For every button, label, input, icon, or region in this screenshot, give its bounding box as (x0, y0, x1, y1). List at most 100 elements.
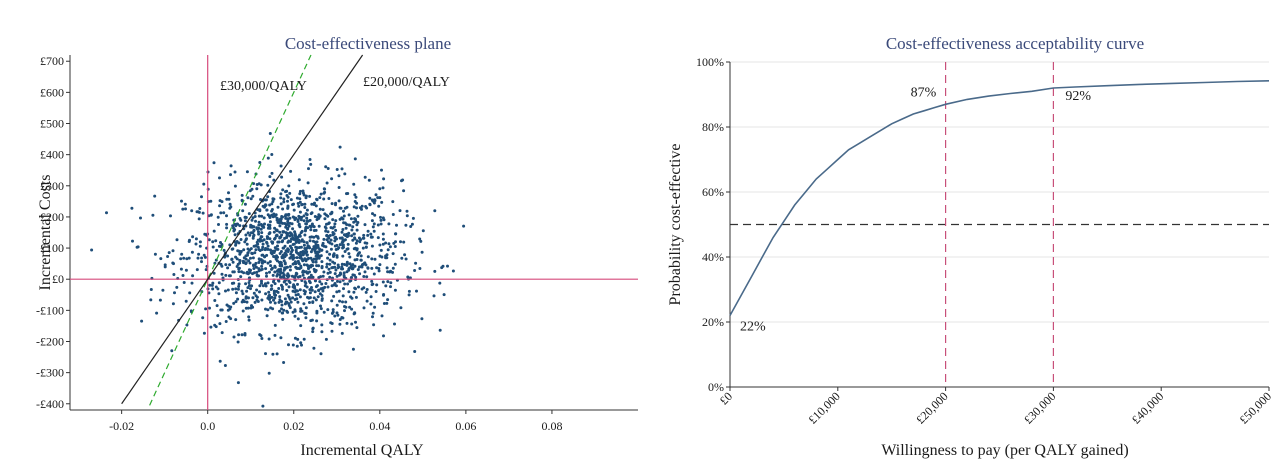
scatter-point (268, 270, 271, 274)
scatter-point (296, 218, 300, 222)
scatter-point (359, 258, 363, 262)
scatter-point (267, 294, 271, 298)
scatter-point (261, 204, 265, 208)
scatter-point (371, 212, 374, 216)
scatter-point (296, 259, 300, 263)
scatter-point (284, 190, 287, 194)
scatter-point (319, 192, 323, 196)
scatter-point (252, 182, 256, 186)
scatter-point (342, 271, 346, 275)
scatter-point (278, 230, 282, 234)
scatter-point (254, 244, 258, 248)
scatter-point (329, 247, 333, 251)
scatter-point (202, 182, 206, 186)
scatter-point (385, 266, 389, 270)
scatter-point (329, 212, 333, 216)
scatter-point (282, 280, 286, 284)
scatter-point (249, 287, 252, 291)
scatter-point (238, 224, 242, 228)
scatter-point (366, 233, 370, 237)
scatter-point (419, 239, 423, 243)
scatter-point (276, 220, 280, 224)
scatter-point (163, 265, 167, 269)
scatter-point (344, 305, 348, 309)
scatter-point (289, 300, 293, 304)
scatter-point (380, 255, 384, 259)
scatter-point (385, 253, 389, 257)
scatter-point (308, 235, 312, 239)
scatter-point (248, 261, 252, 265)
x-tick-label: £40,000 (1129, 389, 1166, 426)
scatter-point (236, 340, 240, 344)
scatter-point (357, 265, 361, 269)
scatter-point (200, 260, 203, 264)
scatter-point (357, 236, 361, 240)
scatter-point (322, 270, 326, 274)
scatter-point (303, 257, 307, 261)
cost-effectiveness-plane-chart: Cost-effectiveness plane £700 £600 £500 £400… (36, 34, 638, 459)
scatter-point (338, 243, 342, 247)
scatter-point (348, 266, 351, 270)
scatter-point (280, 303, 284, 307)
scatter-point (381, 237, 385, 241)
scatter-point (282, 197, 286, 201)
scatter-point (289, 169, 293, 173)
scatter-point (331, 218, 335, 222)
scatter-point (210, 283, 214, 287)
scatter-point (283, 297, 287, 301)
scatter-point (313, 279, 317, 283)
scatter-point (400, 256, 404, 260)
scatter-point (287, 224, 291, 228)
scatter-point (204, 307, 208, 311)
scatter-point (182, 256, 186, 260)
scatter-point (391, 200, 395, 204)
scatter-point (212, 161, 216, 165)
x-tick-label: £50,000 (1237, 389, 1274, 426)
scatter-point (360, 287, 364, 291)
scatter-point (381, 242, 385, 246)
scatter-point (311, 330, 315, 334)
scatter-point (183, 202, 187, 206)
scatter-point (275, 229, 279, 233)
scatter-point (413, 269, 417, 272)
scatter-point (262, 238, 266, 242)
scatter-point (216, 314, 220, 318)
scatter-point (269, 264, 273, 268)
scatter-point (304, 251, 308, 255)
scatter-point (314, 204, 318, 208)
scatter-point (228, 202, 232, 206)
scatter-point (312, 296, 316, 300)
scatter-point (257, 214, 261, 218)
scatter-point (284, 231, 288, 235)
scatter-point (253, 300, 257, 304)
scatter-point (280, 221, 284, 225)
scatter-point (301, 273, 305, 277)
scatter-point (334, 284, 338, 288)
scatter-point (217, 292, 221, 296)
scatter-point (326, 230, 330, 234)
scatter-point (335, 311, 339, 315)
scatter-point (341, 300, 344, 304)
scatter-point (360, 263, 364, 267)
scatter-point (314, 285, 318, 289)
scatter-point (324, 282, 328, 285)
scatter-point (297, 222, 301, 226)
scatter-point (304, 316, 308, 320)
scatter-point (353, 200, 357, 203)
scatter-point (275, 259, 279, 263)
scatter-point (236, 297, 240, 301)
scatter-point (299, 324, 303, 328)
scatter-point (386, 298, 390, 302)
scatter-point (247, 296, 250, 300)
scatter-point (328, 258, 332, 262)
scatter-point (298, 210, 302, 214)
scatter-point (321, 274, 325, 278)
scatter-point (365, 299, 369, 303)
scatter-point (198, 207, 202, 210)
scatter-point (291, 257, 295, 261)
scatter-point (245, 300, 249, 304)
scatter-point (327, 197, 331, 200)
scatter-point (237, 241, 241, 245)
scatter-point (403, 253, 407, 257)
y-axis-label: Probability cost-effective (667, 144, 684, 306)
